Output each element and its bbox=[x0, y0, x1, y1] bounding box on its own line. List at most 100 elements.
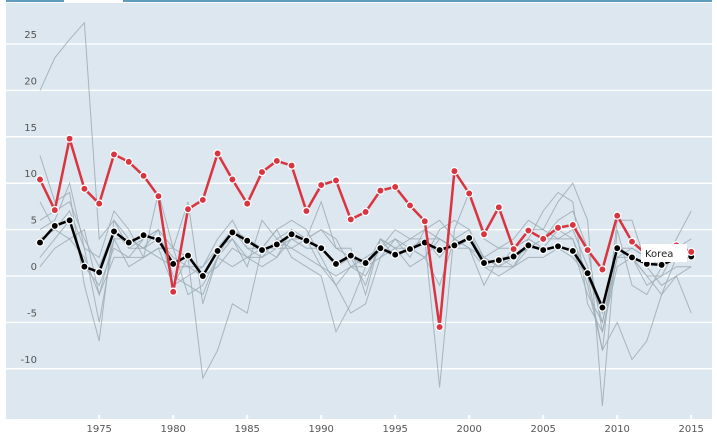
korea-point[interactable] bbox=[183, 204, 193, 214]
average-point[interactable] bbox=[80, 262, 89, 271]
average-point[interactable] bbox=[198, 271, 208, 281]
x-tick-label: 1985 bbox=[234, 424, 259, 435]
korea-point[interactable] bbox=[228, 175, 237, 184]
x-tick-label: 1975 bbox=[86, 424, 111, 435]
x-tick-label: 2015 bbox=[678, 424, 703, 435]
korea-point[interactable] bbox=[272, 156, 282, 166]
korea-point[interactable] bbox=[94, 199, 104, 208]
korea-point[interactable] bbox=[50, 205, 60, 215]
korea-point[interactable] bbox=[80, 184, 89, 194]
korea-point[interactable] bbox=[124, 157, 134, 167]
korea-point[interactable] bbox=[420, 216, 430, 226]
korea-point[interactable] bbox=[479, 229, 489, 239]
average-point[interactable] bbox=[390, 250, 400, 259]
y-tick-label: 5 bbox=[31, 216, 37, 227]
korea-point[interactable] bbox=[627, 237, 637, 246]
average-point[interactable] bbox=[598, 303, 607, 312]
average-point[interactable] bbox=[287, 229, 296, 239]
average-point[interactable] bbox=[524, 241, 533, 250]
y-tick-label: 25 bbox=[24, 30, 37, 41]
average-point[interactable] bbox=[494, 255, 504, 265]
average-point[interactable] bbox=[612, 243, 622, 253]
korea-point[interactable] bbox=[464, 189, 474, 198]
average-point[interactable] bbox=[316, 243, 326, 253]
average-point[interactable] bbox=[50, 221, 60, 231]
average-point[interactable] bbox=[657, 260, 666, 270]
average-point[interactable] bbox=[183, 251, 193, 260]
average-point[interactable] bbox=[553, 242, 563, 251]
korea-point[interactable] bbox=[139, 171, 148, 181]
korea-point[interactable] bbox=[168, 287, 178, 297]
y-tick-label: -5 bbox=[27, 308, 37, 319]
korea-point[interactable] bbox=[612, 211, 622, 220]
korea-point[interactable] bbox=[287, 161, 296, 170]
korea-point[interactable] bbox=[524, 226, 533, 235]
average-point[interactable] bbox=[94, 268, 104, 277]
average-point[interactable] bbox=[35, 238, 45, 247]
average-point[interactable] bbox=[242, 236, 252, 245]
korea-point[interactable] bbox=[583, 245, 592, 255]
plot-background bbox=[6, 3, 712, 419]
korea-point[interactable] bbox=[316, 180, 326, 190]
average-point[interactable] bbox=[583, 268, 592, 278]
average-point[interactable] bbox=[435, 245, 444, 255]
average-point[interactable] bbox=[346, 251, 356, 260]
korea-point[interactable] bbox=[390, 182, 400, 192]
korea-point[interactable] bbox=[450, 166, 459, 176]
korea-point[interactable] bbox=[35, 175, 45, 184]
average-point[interactable] bbox=[450, 241, 459, 250]
average-point[interactable] bbox=[479, 258, 489, 268]
korea-point[interactable] bbox=[154, 191, 163, 201]
average-point[interactable] bbox=[405, 244, 415, 254]
average-point[interactable] bbox=[464, 233, 474, 243]
average-point[interactable] bbox=[139, 230, 148, 240]
average-point[interactable] bbox=[568, 246, 578, 256]
series-label-korea: Korea bbox=[641, 244, 687, 262]
y-tick-label: 20 bbox=[24, 76, 37, 87]
average-point[interactable] bbox=[272, 240, 282, 249]
country-series-line[interactable] bbox=[39, 155, 692, 342]
average-point[interactable] bbox=[331, 259, 341, 269]
korea-point[interactable] bbox=[242, 199, 252, 208]
korea-point[interactable] bbox=[509, 244, 518, 254]
korea-point[interactable] bbox=[686, 247, 696, 257]
average-point[interactable] bbox=[154, 235, 163, 245]
average-point[interactable] bbox=[109, 227, 119, 236]
average-point[interactable] bbox=[538, 245, 548, 255]
korea-point[interactable] bbox=[213, 149, 222, 158]
korea-point[interactable] bbox=[65, 134, 74, 143]
average-point[interactable] bbox=[228, 228, 237, 237]
korea-point[interactable] bbox=[435, 322, 444, 332]
korea-point[interactable] bbox=[376, 186, 385, 195]
average-point[interactable] bbox=[302, 236, 311, 245]
korea-point[interactable] bbox=[568, 220, 578, 230]
korea-point[interactable] bbox=[331, 176, 341, 185]
average-point[interactable] bbox=[361, 258, 370, 268]
korea-point[interactable] bbox=[302, 206, 311, 216]
average-point[interactable] bbox=[168, 259, 178, 269]
korea-point[interactable] bbox=[553, 223, 563, 232]
korea-point[interactable] bbox=[538, 234, 548, 244]
average-point[interactable] bbox=[213, 246, 222, 256]
korea-point[interactable] bbox=[257, 167, 267, 177]
x-tick-label: 1980 bbox=[160, 424, 185, 435]
korea-point[interactable] bbox=[405, 201, 415, 210]
korea-point[interactable] bbox=[346, 215, 356, 224]
korea-point[interactable] bbox=[361, 207, 370, 217]
country-series-line[interactable] bbox=[39, 181, 692, 334]
x-tick-label: 2010 bbox=[604, 424, 629, 435]
average-point[interactable] bbox=[65, 216, 74, 225]
x-tick-label: 2005 bbox=[530, 424, 555, 435]
label-box bbox=[641, 244, 687, 262]
average-point[interactable] bbox=[257, 245, 267, 255]
average-point[interactable] bbox=[376, 243, 385, 253]
korea-point[interactable] bbox=[494, 203, 504, 212]
average-point[interactable] bbox=[509, 252, 518, 261]
average-point[interactable] bbox=[124, 238, 134, 247]
korea-point[interactable] bbox=[598, 265, 607, 274]
y-tick-label: -10 bbox=[21, 355, 37, 366]
y-tick-label: 15 bbox=[24, 123, 37, 134]
korea-point[interactable] bbox=[109, 150, 119, 159]
average-point[interactable] bbox=[627, 253, 637, 262]
korea-point[interactable] bbox=[198, 195, 208, 205]
